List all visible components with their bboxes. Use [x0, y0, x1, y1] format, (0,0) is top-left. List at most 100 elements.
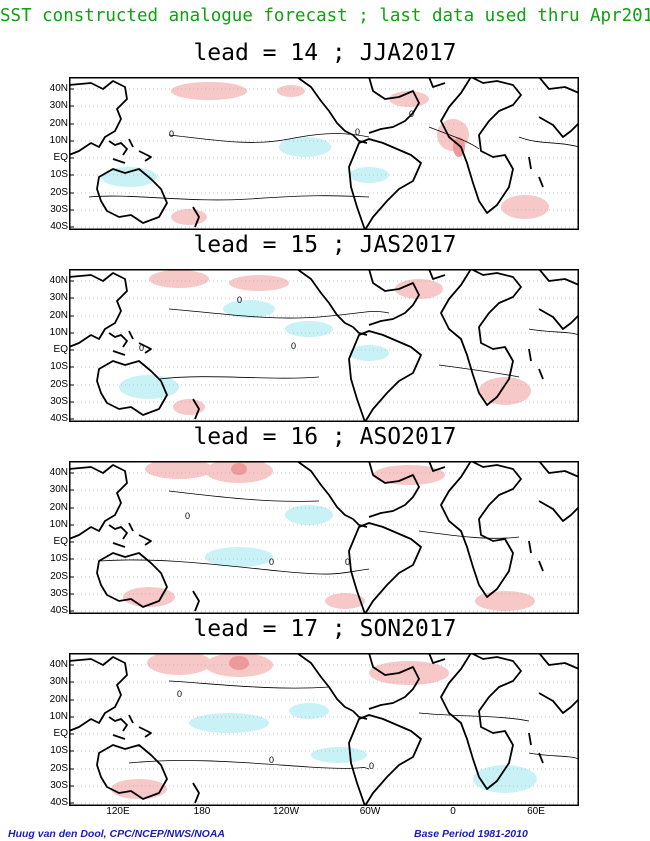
coastline [348, 138, 422, 230]
lat-label: 40S [50, 605, 68, 616]
coastline [296, 77, 368, 144]
warm-anomaly-patch [149, 270, 209, 288]
coastline [69, 464, 128, 540]
coastline [348, 714, 422, 806]
warm-anomaly-patch [369, 661, 449, 685]
contour-label: 0 [177, 689, 182, 699]
warm-anomaly-patch [277, 85, 305, 97]
warm-anomaly-patch [373, 465, 445, 485]
lat-label: EQ [53, 344, 68, 355]
coastline [296, 461, 368, 528]
coastline [528, 156, 544, 188]
lat-label: 20N [49, 310, 68, 321]
contour-label: 0 [169, 129, 174, 139]
lat-label: 20N [49, 694, 68, 705]
lon-label: 120E [106, 806, 130, 817]
coastline [348, 522, 422, 614]
lat-label: 40S [50, 221, 68, 232]
cool-anomaly-patch [205, 547, 273, 567]
zero-contour [128, 760, 370, 770]
zero-contour [168, 133, 370, 143]
warm-anomaly-patch [479, 377, 531, 405]
warm-anomaly-patch [171, 82, 247, 100]
cool-anomaly-patch [279, 137, 331, 157]
coastline [368, 461, 420, 518]
cool-anomaly-patch [223, 300, 275, 318]
coastline [440, 77, 522, 214]
coastline [296, 653, 368, 720]
lat-label: 20S [50, 379, 68, 390]
lat-label: EQ [53, 536, 68, 547]
lat-label: 10N [49, 327, 68, 338]
coastline [528, 540, 544, 572]
coastline [192, 206, 200, 228]
coastline [528, 732, 544, 764]
lat-label: 20S [50, 187, 68, 198]
warm-anomaly-patch [171, 209, 207, 225]
lat-label: 10N [49, 135, 68, 146]
lat-label: 30S [50, 396, 68, 407]
lon-label: 180 [193, 806, 211, 817]
lat-label: 20S [50, 571, 68, 582]
zero-contour [88, 195, 370, 201]
lat-label: EQ [53, 728, 68, 739]
lat-label: 30S [50, 588, 68, 599]
lon-label: 0 [450, 806, 456, 817]
contour-label: 0 [369, 761, 374, 771]
contour-label: 0 [269, 557, 274, 567]
coastline [69, 272, 128, 348]
warm-anomaly-patch [145, 461, 213, 479]
coastline [368, 653, 420, 710]
coastline [528, 348, 544, 380]
base-period-note: Base Period 1981-2010 [414, 828, 528, 840]
coastline [538, 692, 579, 714]
coastline [538, 308, 579, 330]
lon-label: 120W [272, 806, 300, 817]
coastline [96, 168, 168, 224]
lat-label: 30N [49, 292, 68, 303]
coastline [538, 116, 579, 138]
contour-label: 0 [291, 341, 296, 351]
warm-anomaly-patch [395, 279, 443, 299]
coastline [192, 782, 200, 804]
coastline [440, 653, 522, 790]
coastline [368, 269, 420, 326]
cool-anomaly-patch [311, 747, 367, 763]
zero-contour [168, 680, 330, 689]
lat-label: 40N [49, 659, 68, 670]
zero-contour [418, 712, 530, 722]
lat-label: 40N [49, 275, 68, 286]
warm-anomaly-patch [173, 399, 205, 415]
map-frame [69, 461, 579, 614]
coastline [428, 461, 579, 478]
coastline [538, 500, 579, 522]
lat-label: 40N [49, 83, 68, 94]
zero-contour [158, 376, 320, 380]
panel-title: lead = 15 ; JAS2017 [193, 232, 457, 258]
coastline [96, 360, 168, 416]
coastline [108, 714, 152, 740]
zero-contour [168, 308, 390, 319]
lat-label: 40N [49, 467, 68, 478]
lon-label: 60W [359, 806, 381, 817]
lat-label: 40S [50, 797, 68, 808]
coastline [69, 656, 128, 732]
lat-label: 10S [50, 169, 68, 180]
lat-label: 10N [49, 519, 68, 530]
warm-anomaly-patch [501, 195, 549, 219]
cool-anomaly-patch [289, 703, 329, 719]
panel-title: lead = 16 ; ASO2017 [193, 424, 457, 450]
coastline [440, 269, 522, 406]
lat-label: 30N [49, 484, 68, 495]
warm-anomaly-patch [229, 656, 249, 670]
coastline [428, 77, 579, 94]
lat-label: 30N [49, 100, 68, 111]
lat-label: EQ [53, 152, 68, 163]
lat-label: 10N [49, 711, 68, 722]
lat-label: 20S [50, 763, 68, 774]
figure-title: SST constructed analogue forecast ; last… [0, 6, 650, 26]
coastline [108, 138, 152, 164]
lat-label: 20N [49, 502, 68, 513]
